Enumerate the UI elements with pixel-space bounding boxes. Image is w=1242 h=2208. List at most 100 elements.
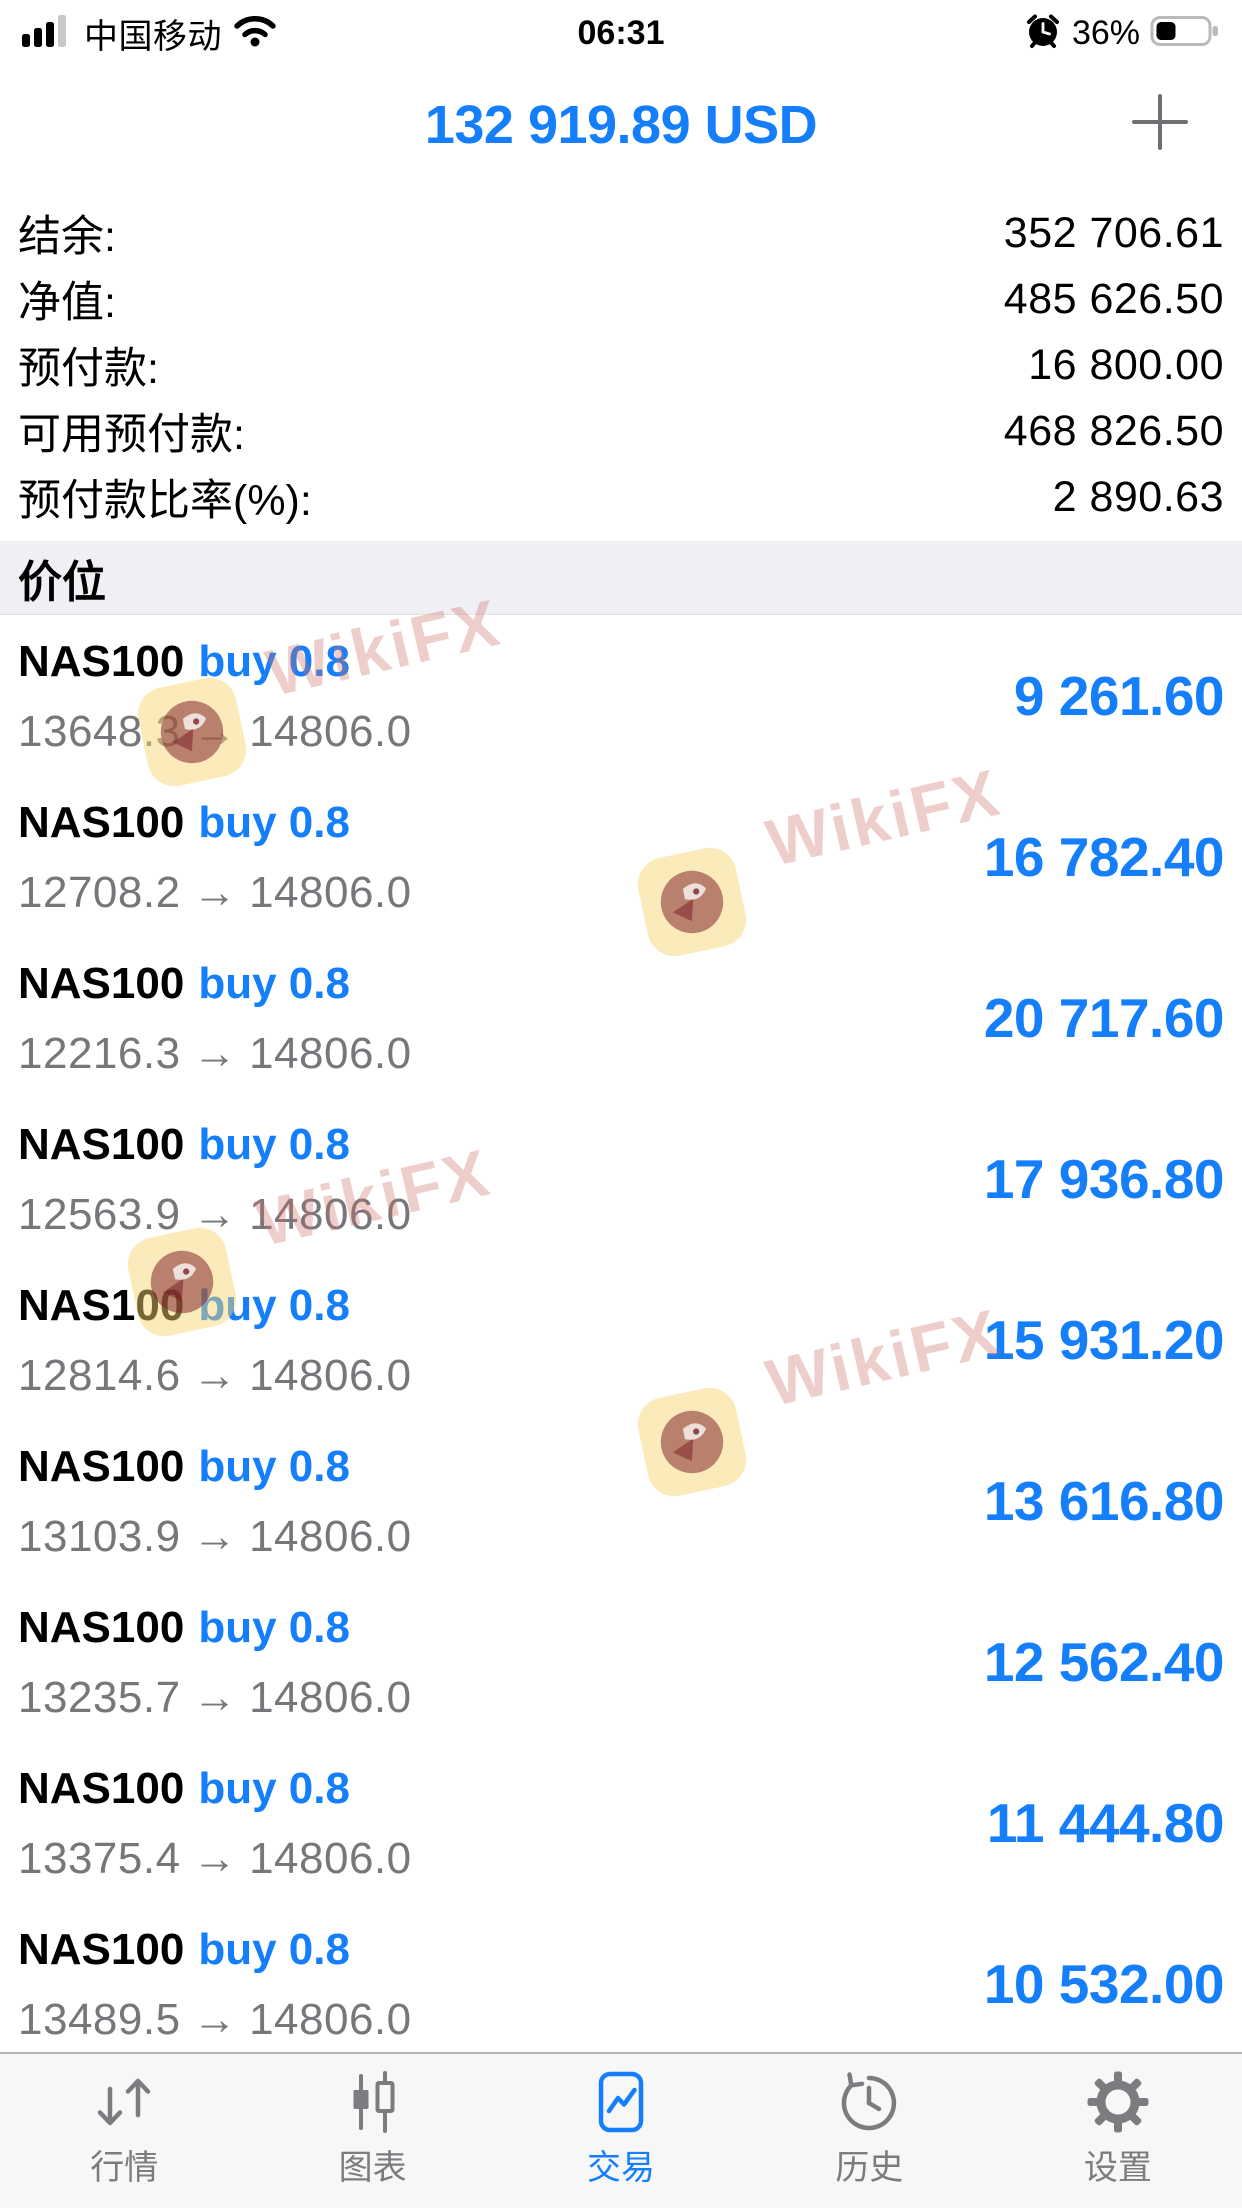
position-profit: 13 616.80 xyxy=(983,1469,1225,1532)
position-row[interactable]: NAS100 buy 0.8 13375.4 → 14806.0 11 444.80 xyxy=(0,1742,1242,1903)
clock-time: 06:31 xyxy=(577,13,665,52)
current-price: 14806.0 xyxy=(249,1512,412,1561)
summary-row: 结余: 352 706.61 xyxy=(0,200,1242,266)
summary-value: 485 626.50 xyxy=(1003,274,1224,323)
status-bar: 中国移动 06:31 xyxy=(0,0,1242,60)
current-price: 14806.0 xyxy=(249,707,412,756)
position-title: NAS100 buy 0.8 xyxy=(18,1603,350,1653)
current-price: 14806.0 xyxy=(249,1351,412,1400)
position-profit: 11 444.80 xyxy=(986,1791,1225,1854)
tab-label: 交易 xyxy=(587,2149,656,2187)
wifi-icon xyxy=(232,14,278,53)
summary-value: 468 826.50 xyxy=(1003,406,1224,455)
tab-label: 历史 xyxy=(835,2149,904,2187)
position-side-volume: buy 0.8 xyxy=(198,1281,350,1330)
position-symbol: NAS100 xyxy=(18,1925,185,1974)
tab-label: 行情 xyxy=(90,2149,159,2187)
summary-row: 净值: 485 626.50 xyxy=(0,266,1242,332)
carrier-label: 中国移动 xyxy=(84,17,222,56)
arrow-right-glyph: → xyxy=(192,1673,238,1722)
open-price: 13375.4 xyxy=(18,1834,181,1883)
cellular-signal-icon xyxy=(22,14,74,53)
position-row[interactable]: NAS100 buy 0.8 12708.2 → 14806.0 16 782.40 xyxy=(0,776,1242,937)
battery-icon xyxy=(1150,15,1220,52)
position-prices: 13648.3 → 14806.0 xyxy=(18,707,412,757)
tab-charts[interactable]: 图表 xyxy=(248,2054,496,2208)
open-price: 12708.2 xyxy=(18,868,181,917)
position-row[interactable]: NAS100 buy 0.8 13103.9 → 14806.0 13 616.80 xyxy=(0,1420,1242,1581)
position-row[interactable]: NAS100 buy 0.8 12563.9 → 14806.0 17 936.80 xyxy=(0,1098,1242,1259)
history-clock-icon xyxy=(834,2066,904,2138)
arrow-right-glyph: → xyxy=(192,1995,238,2044)
tab-label: 设置 xyxy=(1083,2149,1152,2187)
position-symbol: NAS100 xyxy=(18,1120,185,1169)
position-side-volume: buy 0.8 xyxy=(198,1442,350,1491)
position-row[interactable]: NAS100 buy 0.8 13235.7 → 14806.0 12 562.40 xyxy=(0,1581,1242,1742)
summary-label: 预付款比率(%): xyxy=(18,477,312,525)
position-side-volume: buy 0.8 xyxy=(198,959,350,1008)
position-prices: 13375.4 → 14806.0 xyxy=(18,1834,412,1884)
arrow-right-glyph: → xyxy=(192,868,238,917)
summary-row: 预付款比率(%): 2 890.63 xyxy=(0,464,1242,530)
open-price: 13648.3 xyxy=(18,707,181,756)
arrow-right-glyph: → xyxy=(192,1512,238,1561)
battery-percent-label: 36% xyxy=(1071,13,1140,52)
position-prices: 13103.9 → 14806.0 xyxy=(18,1512,412,1562)
position-symbol: NAS100 xyxy=(18,1764,185,1813)
position-side-volume: buy 0.8 xyxy=(198,1925,350,1974)
gear-icon xyxy=(1085,2066,1151,2138)
summary-value: 352 706.61 xyxy=(1003,208,1224,257)
arrow-right-glyph: → xyxy=(192,707,238,756)
alarm-clock-icon xyxy=(1024,12,1062,55)
tab-trade[interactable]: 交易 xyxy=(497,2054,745,2208)
position-title: NAS100 buy 0.8 xyxy=(18,637,350,687)
position-row[interactable]: NAS100 buy 0.8 12814.6 → 14806.0 15 931.20 xyxy=(0,1259,1242,1420)
position-row[interactable]: NAS100 buy 0.8 13648.3 → 14806.0 9 261.60 xyxy=(0,615,1242,776)
summary-row: 可用预付款: 468 826.50 xyxy=(0,398,1242,464)
position-prices: 13235.7 → 14806.0 xyxy=(18,1673,412,1723)
position-prices: 13489.5 → 14806.0 xyxy=(18,1995,412,2045)
position-profit: 9 261.60 xyxy=(1013,664,1225,727)
position-prices: 12708.2 → 14806.0 xyxy=(18,868,412,918)
add-order-button[interactable] xyxy=(1130,92,1190,152)
position-profit: 15 931.20 xyxy=(983,1308,1225,1371)
position-prices: 12563.9 → 14806.0 xyxy=(18,1190,412,1240)
position-symbol: NAS100 xyxy=(18,959,185,1008)
position-side-volume: buy 0.8 xyxy=(198,1603,350,1652)
open-price: 12216.3 xyxy=(18,1029,181,1078)
position-prices: 12814.6 → 14806.0 xyxy=(18,1351,412,1401)
position-title: NAS100 buy 0.8 xyxy=(18,1442,350,1492)
open-price: 13103.9 xyxy=(18,1512,181,1561)
position-title: NAS100 buy 0.8 xyxy=(18,959,350,1009)
position-symbol: NAS100 xyxy=(18,798,185,847)
tab-settings[interactable]: 设置 xyxy=(994,2054,1242,2208)
position-symbol: NAS100 xyxy=(18,637,185,686)
position-profit: 17 936.80 xyxy=(983,1147,1225,1210)
position-symbol: NAS100 xyxy=(18,1442,185,1491)
position-profit: 16 782.40 xyxy=(983,825,1225,888)
current-price: 14806.0 xyxy=(249,868,412,917)
tab-quotes[interactable]: 行情 xyxy=(0,2054,248,2208)
position-title: NAS100 buy 0.8 xyxy=(18,798,350,848)
account-total: 132 919.89 USD xyxy=(424,95,818,155)
current-price: 14806.0 xyxy=(249,1029,412,1078)
position-symbol: NAS100 xyxy=(18,1281,185,1330)
tab-history[interactable]: 历史 xyxy=(745,2054,993,2208)
position-title: NAS100 buy 0.8 xyxy=(18,1764,350,1814)
position-profit: 10 532.00 xyxy=(983,1952,1225,2015)
position-side-volume: buy 0.8 xyxy=(198,637,350,686)
open-price: 12814.6 xyxy=(18,1351,181,1400)
positions-list: NAS100 buy 0.8 13648.3 → 14806.0 9 261.60 N… xyxy=(0,615,1242,2064)
position-side-volume: buy 0.8 xyxy=(198,1764,350,1813)
open-price: 13235.7 xyxy=(18,1673,181,1722)
summary-label: 可用预付款: xyxy=(18,411,245,459)
summary-label: 净值: xyxy=(18,279,116,327)
position-side-volume: buy 0.8 xyxy=(198,1120,350,1169)
open-price: 13489.5 xyxy=(18,1995,181,2044)
position-row[interactable]: NAS100 buy 0.8 13489.5 → 14806.0 10 532.00 xyxy=(0,1903,1242,2064)
tab-bar: 行情 图表 交易 xyxy=(0,2052,1242,2208)
current-price: 14806.0 xyxy=(249,1834,412,1883)
arrow-right-glyph: → xyxy=(192,1190,238,1239)
position-row[interactable]: NAS100 buy 0.8 12216.3 → 14806.0 20 717.60 xyxy=(0,937,1242,1098)
